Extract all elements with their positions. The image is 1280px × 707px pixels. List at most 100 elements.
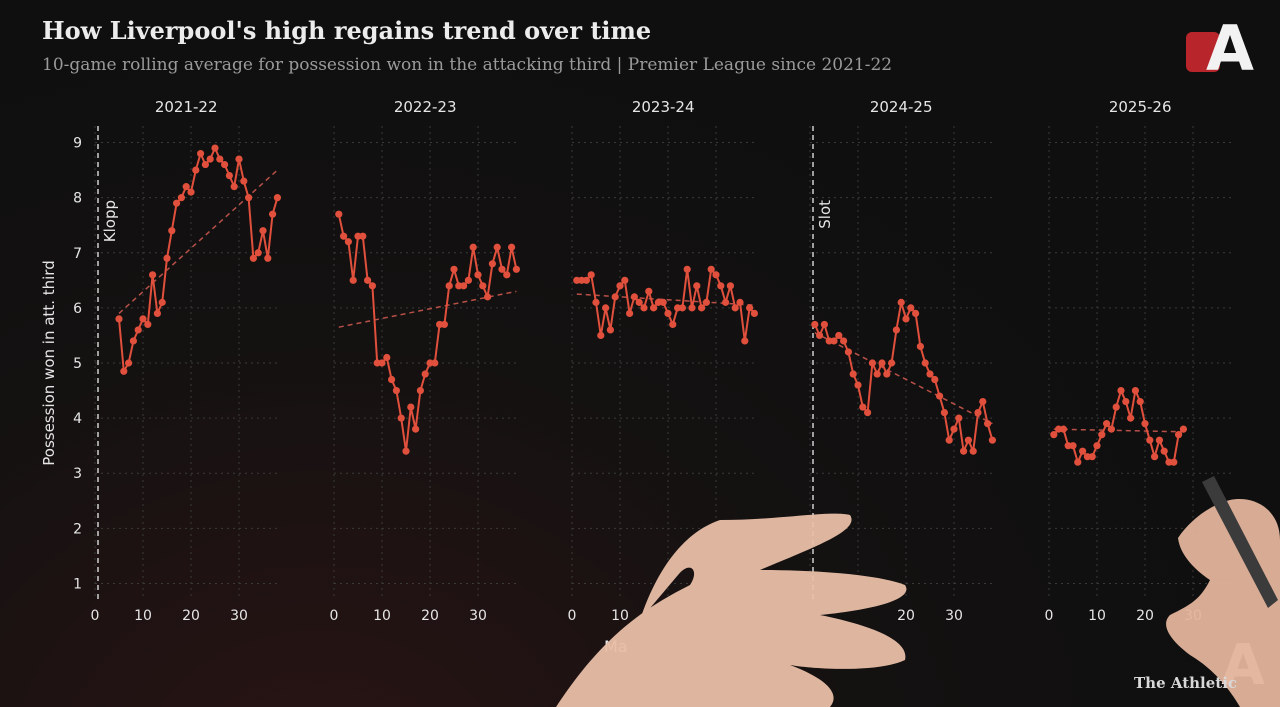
data-point (626, 309, 634, 317)
data-point (1175, 431, 1183, 439)
data-point (125, 359, 133, 367)
data-point (364, 276, 372, 284)
data-point (221, 160, 229, 169)
data-point (1151, 453, 1159, 461)
data-point (854, 381, 862, 389)
trend-line (814, 332, 993, 425)
data-point (844, 348, 853, 356)
y-tick-label: 8 (73, 191, 82, 207)
data-point (664, 309, 672, 317)
data-point (416, 386, 424, 395)
x-tick-label: 20 (182, 608, 200, 624)
data-point (659, 298, 667, 306)
data-point (173, 199, 181, 207)
data-point (440, 320, 448, 329)
data-point (1074, 458, 1082, 466)
data-point (182, 183, 190, 191)
data-point (640, 304, 648, 312)
panel-title: 2022-23 (394, 98, 457, 116)
x-tick-label: 30 (230, 608, 248, 624)
data-point (635, 298, 643, 306)
series-line (337, 213, 518, 452)
data-point (450, 265, 458, 273)
x-tick-label: 10 (1088, 608, 1106, 624)
data-point (940, 409, 949, 417)
data-point (988, 436, 997, 444)
data-point (149, 271, 157, 279)
data-point (693, 282, 701, 290)
y-tick-label: 7 (73, 246, 82, 262)
data-point (883, 370, 891, 378)
data-point (1059, 425, 1067, 433)
data-point (479, 282, 487, 290)
data-point (115, 315, 123, 323)
data-point (1112, 403, 1120, 411)
data-point (931, 375, 939, 384)
data-point (731, 304, 739, 312)
data-point (984, 420, 992, 428)
data-point (359, 232, 367, 240)
data-point (916, 342, 925, 351)
data-point (503, 271, 511, 279)
data-point (597, 331, 605, 340)
data-point (421, 370, 429, 378)
data-point (726, 282, 735, 290)
data-point (955, 414, 963, 422)
data-point (1146, 436, 1154, 444)
data-point (736, 298, 744, 306)
data-point (407, 403, 415, 411)
data-point (1136, 397, 1144, 406)
data-point (249, 254, 257, 262)
y-tick-label: 5 (73, 356, 82, 372)
x-tick-label: 10 (611, 608, 629, 624)
manager-label: Klopp (101, 200, 119, 242)
data-point (469, 243, 477, 251)
data-point (493, 243, 501, 251)
brand-footer: The Athletic (1134, 674, 1238, 692)
data-point (402, 447, 410, 455)
data-point (873, 370, 881, 378)
data-point (707, 265, 715, 273)
y-tick-label: 6 (73, 301, 82, 317)
data-point (139, 315, 147, 323)
data-point (508, 243, 516, 251)
data-point (187, 188, 195, 196)
data-point (741, 337, 749, 345)
presenter-hand-overlay (556, 476, 1280, 707)
data-point (397, 414, 405, 422)
data-point (945, 436, 953, 444)
trend-line (1053, 428, 1189, 433)
series-line (118, 145, 279, 375)
x-tick-label: 10 (134, 608, 152, 624)
y-tick-label: 4 (73, 411, 82, 427)
data-point (1050, 431, 1058, 439)
data-point (230, 183, 238, 191)
data-point (816, 331, 824, 340)
data-point (926, 370, 934, 378)
data-point (811, 320, 819, 329)
data-point (412, 425, 420, 433)
data-point (254, 249, 262, 257)
data-point (235, 155, 243, 163)
data-point (592, 298, 600, 306)
data-point (134, 326, 142, 334)
data-point (964, 436, 973, 444)
data-point (368, 282, 376, 290)
data-point (717, 282, 725, 290)
data-point (892, 326, 901, 334)
data-point (979, 397, 987, 406)
data-point (206, 155, 214, 163)
data-point (1069, 442, 1077, 450)
data-point (349, 276, 357, 284)
chart-title: How Liverpool's high regains trend over … (42, 16, 652, 45)
x-tick-label: 10 (373, 608, 391, 624)
data-point (611, 293, 619, 301)
data-point (1131, 386, 1139, 395)
data-point (722, 298, 730, 306)
data-point (1160, 447, 1168, 455)
data-point (464, 276, 472, 284)
y-axis-label: Possession won in att. third (40, 260, 58, 465)
data-point (1127, 414, 1135, 422)
data-point (1141, 420, 1149, 428)
data-point (712, 271, 720, 279)
